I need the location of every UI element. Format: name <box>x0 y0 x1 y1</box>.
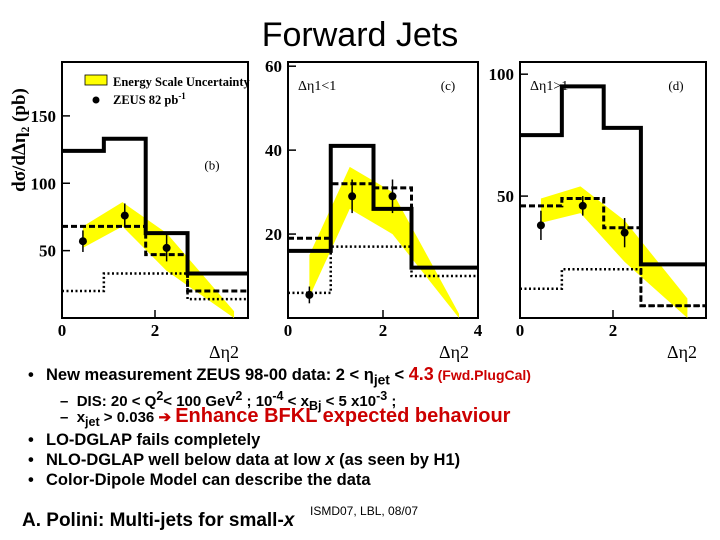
bullet-3: • NLO-DGLAP well below data at low x (as … <box>28 451 461 469</box>
x-tick-label: 0 <box>284 321 293 340</box>
data-point <box>305 290 314 299</box>
panel-letter: (c) <box>441 78 455 93</box>
x-tick-label: 2 <box>379 321 388 340</box>
y-tick-label: 150 <box>31 107 57 126</box>
data-point <box>78 237 87 246</box>
legend-points-marker <box>92 96 100 104</box>
footer-author: A. Polini: Multi-jets for small-x <box>22 510 295 531</box>
histogram-nlo <box>520 197 706 308</box>
data-point <box>162 243 171 252</box>
y-axis-label: dσ/dΔη₂ (pb) <box>9 88 30 192</box>
footer-conference: ISMD07, LBL, 08/07 <box>310 504 419 518</box>
page-title: Forward Jets <box>261 16 459 54</box>
y-tick-label: 50 <box>39 242 56 261</box>
panel-c: 20 40 60 0 2 4 Δη2 (c) Δη1<1 <box>265 57 483 362</box>
uncertainty-band <box>309 166 459 318</box>
data-point <box>620 228 629 237</box>
data-point <box>536 221 545 230</box>
y-tick-label: 20 <box>265 225 282 244</box>
y-tick-label: 100 <box>31 174 57 193</box>
y-tick-label: 50 <box>497 187 514 206</box>
x-axis-label: Δη2 <box>209 342 239 362</box>
cut-label: Δη1<1 <box>298 79 336 94</box>
histogram-lo <box>288 245 478 295</box>
y-tick-label: 40 <box>265 141 282 160</box>
histogram-lo <box>520 267 706 308</box>
legend-band-swatch <box>84 74 108 86</box>
bullet-1: • New measurement ZEUS 98-00 data: 2 < ηj… <box>28 364 531 388</box>
x-tick-label: 0 <box>516 321 525 340</box>
arrow-icon: ➔ <box>158 409 172 426</box>
cut-label: Δη1>1 <box>530 79 568 94</box>
uncertainty-band <box>540 186 688 318</box>
x-tick-label: 0 <box>58 321 67 340</box>
panel-b: 50 100 150 0 2 Δη2 (b) <box>31 61 249 362</box>
panel-frame <box>519 61 707 319</box>
bullet-2: • LO-DGLAP fails completely <box>28 431 261 449</box>
y-tick-label: 100 <box>489 65 515 84</box>
data-point <box>120 211 129 220</box>
bullet-4: • Color-Dipole Model can describe the dat… <box>28 471 371 489</box>
y-tick-label: 60 <box>265 57 282 76</box>
sub-bullet-1: – DIS: 20 < Q2< 100 GeV2 ; 10-4 < xBj < … <box>60 389 397 413</box>
data-point <box>578 201 587 210</box>
uncertainty-band <box>82 202 235 318</box>
panel-letter: (d) <box>668 78 683 93</box>
x-tick-label: 4 <box>474 321 483 340</box>
x-tick-label: 2 <box>151 321 160 340</box>
panel-d: 50 100 0 2 Δη2 (d) Δη1>1 <box>489 61 707 362</box>
legend-points-label: ZEUS 82 pb-1 <box>113 91 186 107</box>
legend: Energy Scale Uncertainty ZEUS 82 pb-1 <box>84 74 251 107</box>
data-point <box>348 192 357 201</box>
histogram-lo <box>62 272 248 301</box>
legend-band-label: Energy Scale Uncertainty <box>113 75 251 89</box>
data-point <box>388 192 397 201</box>
x-axis-label: Δη2 <box>439 342 469 362</box>
histogram-nlo <box>62 224 248 293</box>
sub-bullet-2: – xjet > 0.036 ➔ Enhance BFKL expected b… <box>60 405 511 429</box>
x-tick-label: 2 <box>609 321 618 340</box>
x-axis-label: Δη2 <box>667 342 697 362</box>
panel-letter: (b) <box>204 158 219 173</box>
